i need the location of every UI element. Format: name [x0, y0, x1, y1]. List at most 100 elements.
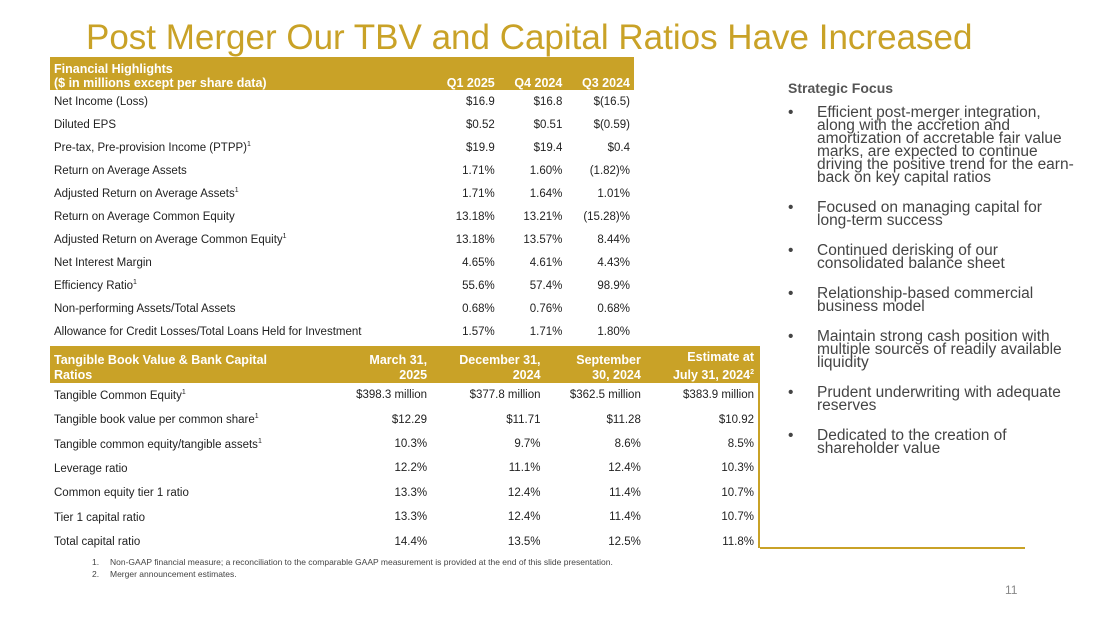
table-cell: 57.4%: [529, 279, 563, 292]
column-header: September 30, 2024: [576, 353, 641, 382]
list-item-text: Dedicated to the creation of shareholder…: [817, 427, 1007, 457]
table-cell: 0.76%: [529, 302, 563, 315]
table-cell: 13.3%: [394, 486, 428, 499]
row-label: Common equity tier 1 ratio: [54, 487, 189, 500]
table-row: Efficiency Ratio1 55.6% 57.4% 98.9%: [50, 274, 634, 297]
table-row: Net Interest Margin 4.65% 4.61% 4.43%: [50, 251, 634, 274]
table-row: Tangible common equity/tangible assets1 1…: [50, 432, 758, 456]
table-cell: 55.6%: [462, 279, 495, 292]
page-title: Post Merger Our TBV and Capital Ratios H…: [86, 18, 973, 57]
capital-ratios-header: Tangible Book Value & Bank Capital Ratio…: [50, 346, 331, 383]
table-cell: 10.3%: [394, 437, 428, 450]
table-cell: 14.4%: [394, 535, 428, 548]
table-cell: 13.21%: [523, 210, 563, 223]
footnote-text: Non-GAAP financial measure; a reconcilia…: [110, 557, 613, 567]
list-item: • Focused on managing capital for long-te…: [788, 199, 1078, 229]
page-number: 11: [1005, 583, 1018, 597]
column-header: Q3 2024: [582, 76, 630, 90]
table-cell: 11.4%: [609, 511, 641, 524]
row-label: Total capital ratio: [54, 535, 141, 548]
financial-highlights-table: Financial Highlights ($ in millions exce…: [50, 57, 634, 343]
table-cell: 11.4%: [609, 486, 641, 499]
table-row: Non-performing Assets/Total Assets 0.68% 0…: [50, 297, 634, 320]
header-title: Tangible Book Value & Bank Capital: [54, 353, 268, 367]
bullet-icon: •: [788, 328, 794, 345]
table-cell: 10.7%: [721, 486, 754, 499]
table-cell: $12.29: [391, 413, 428, 426]
table-cell: 12.4%: [507, 486, 541, 499]
table-cell: 13.18%: [455, 233, 495, 246]
list-item-text: Maintain strong cash position with multi…: [817, 328, 1062, 371]
list-item: • Prudent underwriting with adequate rese…: [788, 384, 1078, 414]
table-cell: 4.61%: [529, 256, 563, 269]
header-subtitle: Ratios: [54, 368, 93, 382]
table-row: Allowance for Credit Losses/Total Loans …: [50, 320, 634, 343]
table-row: Pre-tax, Pre-provision Income (PTPP)1 $19…: [50, 136, 634, 159]
table-cell: 8.5%: [727, 437, 754, 450]
row-label: Net Income (Loss): [54, 95, 148, 108]
strategic-focus-panel: Strategic Focus • Efficient post-merger i…: [788, 80, 1078, 472]
table-row: Return on Average Assets 1.71% 1.60% (1.82)…: [50, 159, 634, 182]
row-label: Tangible book value per common share1: [54, 413, 259, 426]
row-label: Pre-tax, Pre-provision Income (PTPP)1: [54, 141, 251, 154]
table-cell: $11.28: [606, 413, 641, 426]
table-row: Net Income (Loss) $16.9 $16.8 $(16.5): [50, 90, 634, 113]
row-label: Return on Average Assets: [54, 164, 187, 177]
table-cell: $383.9 million: [683, 389, 754, 402]
strategic-focus-list: • Efficient post-merger integration, alon…: [788, 104, 1078, 457]
table-row: Tangible book value per common share1 $12…: [50, 407, 758, 431]
table-cell: 98.9%: [597, 279, 630, 292]
row-label: Tangible Common Equity1: [54, 388, 186, 402]
row-label: Net Interest Margin: [54, 256, 152, 269]
row-label: Non-performing Assets/Total Assets: [54, 302, 236, 315]
list-item: • Dedicated to the creation of shareholde…: [788, 427, 1078, 457]
footnote-number: 1.: [92, 557, 100, 567]
row-label: Efficiency Ratio1: [54, 279, 137, 292]
footnotes: 1. Non-GAAP financial measure; a reconcil…: [92, 557, 613, 581]
row-label: Adjusted Return on Average Common Equity…: [54, 233, 287, 246]
table-cell: $362.5 million: [569, 389, 641, 402]
bullet-icon: •: [788, 242, 794, 259]
table-cell: 11.1%: [508, 462, 541, 475]
table-cell: $11.71: [506, 413, 541, 426]
table-row: Adjusted Return on Average Common Equity…: [50, 228, 634, 251]
table-row: Common equity tier 1 ratio 13.3% 12.4% 11.4…: [50, 481, 758, 505]
table-cell: $10.92: [718, 413, 754, 426]
table-cell: $0.51: [533, 118, 563, 131]
row-label: Leverage ratio: [54, 462, 128, 475]
table-cell: 1.80%: [597, 325, 630, 338]
table-row: Tier 1 capital ratio 13.3% 12.4% 11.4% 10.7%: [50, 505, 758, 529]
list-item-text: Continued derisking of our consolidated …: [817, 242, 1005, 272]
capital-ratios-table: Tangible Book Value & Bank Capital Ratio…: [50, 346, 758, 554]
footnote: 2. Merger announcement estimates.: [92, 569, 613, 579]
row-label: Allowance for Credit Losses/Total Loans …: [54, 325, 362, 338]
table-row: Adjusted Return on Average Assets1 1.71% 1…: [50, 182, 634, 205]
list-item: • Continued derisking of our consolidated…: [788, 242, 1078, 272]
table-cell: 12.5%: [608, 535, 641, 548]
table-cell: 1.71%: [462, 164, 495, 177]
table-cell: $16.9: [465, 95, 495, 108]
table-header-row: Tangible Book Value & Bank Capital Ratio…: [50, 346, 758, 383]
column-header: Q1 2025: [446, 76, 495, 90]
table-cell: 13.18%: [455, 210, 495, 223]
footnote-number: 2.: [92, 569, 100, 579]
table-row: Tangible Common Equity1 $398.3 million $37…: [50, 383, 758, 407]
table-cell: 1.71%: [462, 187, 495, 200]
table-cell: 4.65%: [462, 256, 495, 269]
table-cell: (15.28)%: [583, 210, 630, 223]
table-cell: $(0.59): [593, 118, 630, 131]
list-item-text: Relationship-based commercial business m…: [817, 285, 1034, 315]
strategic-focus-heading: Strategic Focus: [788, 80, 894, 96]
row-label: Tier 1 capital ratio: [54, 511, 145, 524]
column-header: Q4 2024: [514, 76, 563, 90]
table-header-row: Financial Highlights ($ in millions exce…: [50, 57, 634, 90]
row-label: Adjusted Return on Average Assets1: [54, 187, 239, 200]
table-cell: 4.43%: [597, 256, 630, 269]
list-item-text: Efficient post-merger integration, along…: [817, 104, 1074, 186]
table-cell: 10.7%: [721, 511, 754, 524]
table-cell: 1.57%: [462, 325, 495, 338]
table-cell: 12.2%: [394, 462, 428, 475]
bullet-icon: •: [788, 384, 794, 401]
table-cell: 13.5%: [507, 535, 541, 548]
bullet-icon: •: [788, 199, 794, 216]
